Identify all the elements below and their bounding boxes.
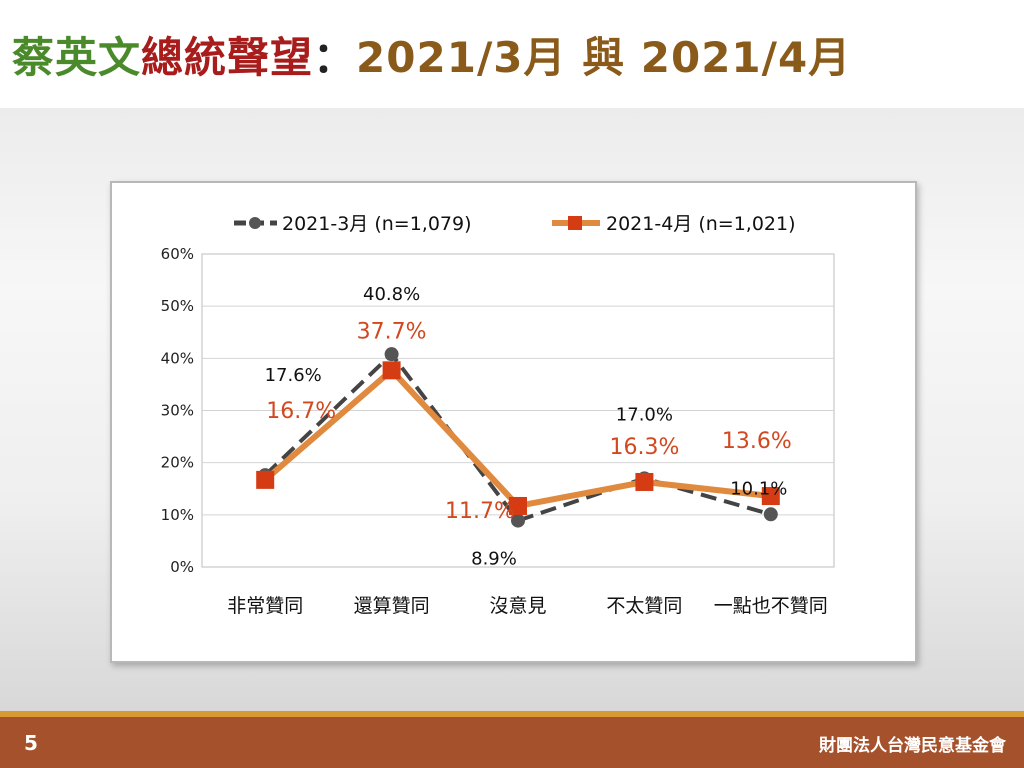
marker-mar-point (384, 347, 399, 362)
marker-apr-point (761, 487, 780, 506)
slide-title: 蔡英文總統聲望：2021/3月 與 2021/4月 (12, 28, 851, 88)
chart-frame: 0% 10% 20% 30% 40% 50% 60% 非常贊同 還算贊同 沒意見 不太贊同 一點也不贊… (110, 181, 917, 663)
marker-apr-point (509, 496, 527, 515)
title-separator: ： (313, 33, 357, 82)
data-label-mar: 17.6% (265, 365, 322, 386)
footer-bar: 5 財團法人台灣民意基金會 (0, 717, 1024, 768)
data-label-apr: 37.7% (357, 319, 427, 344)
axis-layer: 0% 10% 20% 30% 40% 50% 60% 非常贊同 還算贊同 沒意見 不太贊同 一點也不贊… (161, 245, 828, 617)
legend-marker-mar (249, 217, 261, 229)
y-tick-label: 40% (161, 349, 194, 367)
data-label-apr: 16.3% (609, 435, 679, 460)
legend-label-mar: 2021-3月 (n=1,079) (282, 213, 472, 235)
data-label-mar: 40.8% (363, 284, 420, 305)
data-label-mar: 10.1% (730, 478, 787, 499)
footer-divider (0, 711, 1024, 717)
y-tick-label: 30% (161, 402, 194, 420)
organization-name: 財團法人台灣民意基金會 (819, 736, 1006, 756)
title-topic: 總統聲望 (141, 33, 314, 82)
marker-mar-point (511, 513, 525, 528)
legend-label-apr: 2021-4月 (n=1,021) (606, 213, 796, 235)
marker-apr-point (256, 470, 275, 489)
y-tick-label: 50% (161, 297, 194, 315)
data-label-apr: 16.7% (266, 399, 336, 424)
y-tick-label: 0% (170, 558, 194, 576)
x-category-label: 一點也不贊同 (714, 595, 828, 617)
marker-mar-point (763, 507, 778, 522)
x-category-label: 還算贊同 (354, 595, 430, 617)
y-tick-label: 60% (161, 245, 194, 263)
data-label-layer: 17.6% 40.8% 8.9% 17.0% 10.1% 16.7% 37.7% 11.7% 1… (265, 284, 792, 569)
series-layer (256, 347, 780, 528)
marker-apr-point (382, 361, 401, 380)
y-tick-label: 20% (161, 454, 194, 472)
x-category-label: 非常贊同 (227, 595, 303, 617)
title-name: 蔡英文 (12, 33, 142, 82)
x-category-label: 沒意見 (489, 595, 546, 617)
line-chart: 0% 10% 20% 30% 40% 50% 60% 非常贊同 還算贊同 沒意見 不太贊同 一點也不贊… (161, 213, 835, 617)
grid-layer (201, 253, 835, 568)
data-label-mar: 8.9% (471, 549, 517, 570)
title-period: 2021/3月 與 2021/4月 (356, 33, 852, 82)
legend: 2021-3月 (n=1,079) 2021-4月 (n=1,021) (234, 213, 796, 235)
series-line-mar (263, 352, 772, 523)
y-tick-label: 10% (161, 506, 194, 524)
page-number: 5 (24, 731, 38, 755)
legend-marker-apr (568, 216, 582, 230)
data-label-mar: 17.0% (616, 404, 673, 425)
marker-apr-point (635, 472, 654, 491)
x-category-label: 不太贊同 (606, 595, 682, 617)
series-line-apr (263, 367, 772, 509)
data-label-apr: 13.6% (722, 429, 792, 454)
data-label-apr: 11.7% (445, 499, 515, 524)
